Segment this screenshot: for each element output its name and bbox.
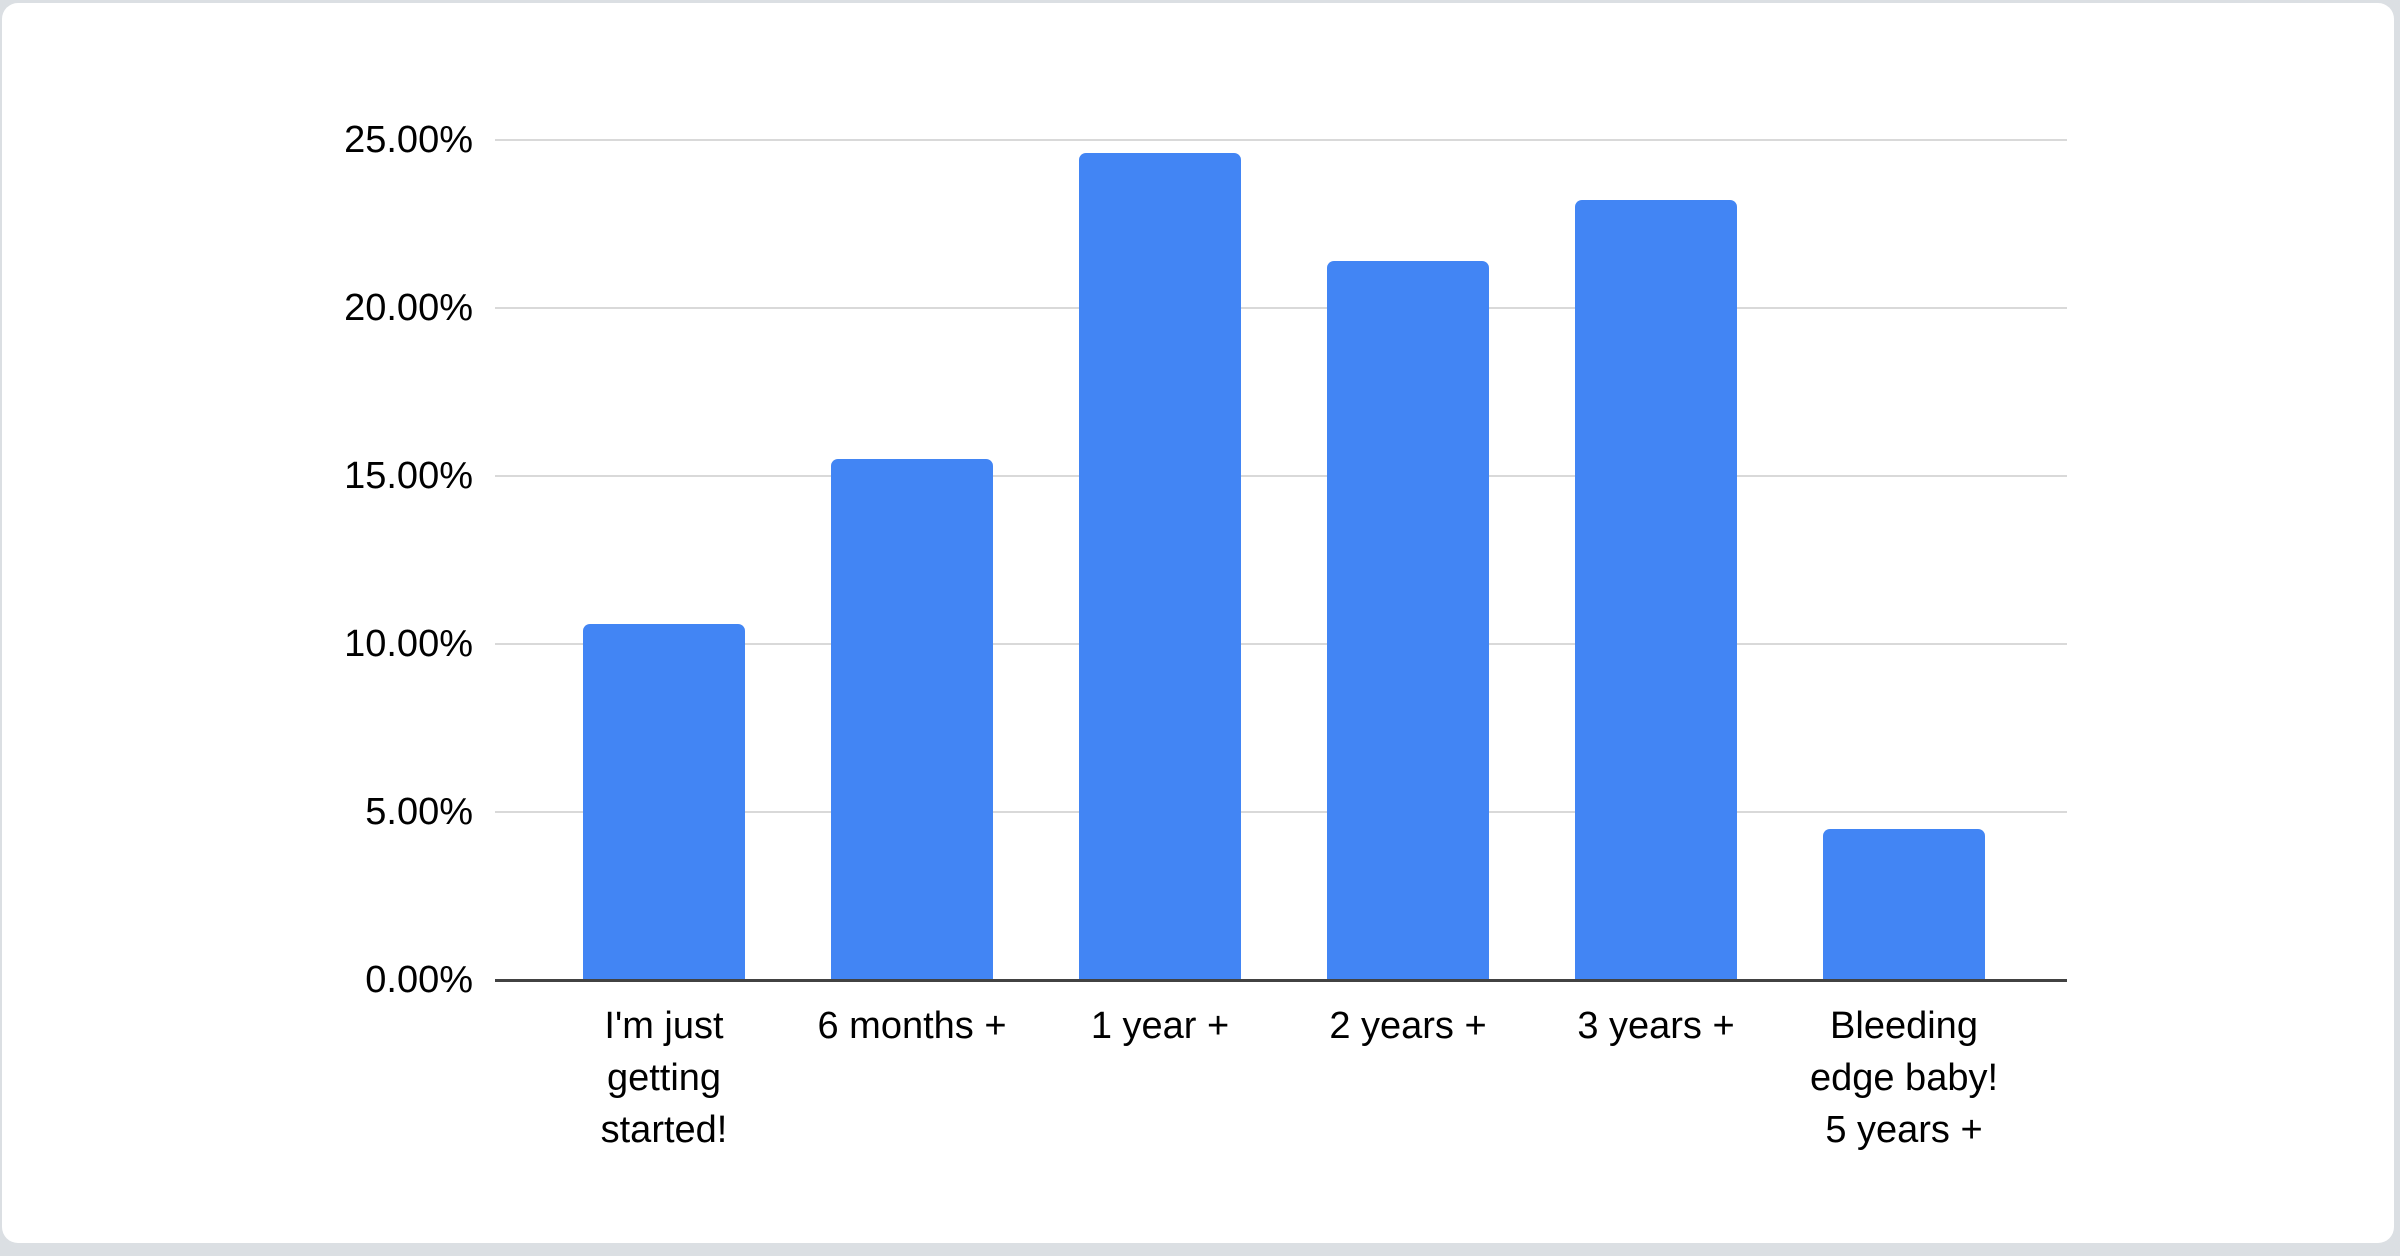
y-tick-label: 5.00% [365, 791, 473, 833]
gridline-20 [495, 307, 2067, 309]
x-tick-label-2: 6 months + [817, 1005, 1007, 1047]
x-tick-label-4: 2 years + [1329, 1005, 1487, 1047]
x-tick-label-1: I'm just getting started! [600, 1005, 728, 1151]
x-tick-label-5: 3 years + [1577, 1005, 1735, 1047]
x-tick-label-6: Bleeding edge baby! 5 years + [1809, 1005, 1999, 1151]
gridline-10 [495, 643, 2067, 645]
gridline-25 [495, 139, 2067, 141]
bar-2 [831, 459, 993, 980]
bar-4 [1327, 260, 1489, 980]
x-tick-label-3: 1 year + [1090, 1005, 1230, 1047]
bar-3 [1079, 153, 1241, 980]
gridline-15 [495, 475, 2067, 477]
bar-6 [1823, 828, 1985, 980]
bar-5 [1575, 200, 1737, 980]
bar-1 [583, 623, 745, 980]
y-tick-label: 15.00% [344, 455, 473, 497]
y-tick-label: 25.00% [344, 119, 473, 161]
gridline-5 [495, 811, 2067, 813]
y-tick-label: 0.00% [365, 959, 473, 1001]
y-tick-label: 20.00% [344, 287, 473, 329]
x-axis-line [495, 979, 2067, 982]
y-tick-label: 10.00% [344, 623, 473, 665]
